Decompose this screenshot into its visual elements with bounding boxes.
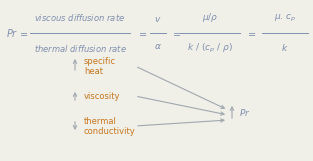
Text: specific: specific — [84, 57, 116, 66]
Text: $\it{k}$: $\it{k}$ — [281, 42, 289, 53]
Text: $\it{\mu.\,c_p}$: $\it{\mu.\,c_p}$ — [274, 13, 296, 24]
Text: $\it{v}$: $\it{v}$ — [154, 15, 162, 24]
Text: $=$: $=$ — [137, 28, 148, 38]
Text: $=$: $=$ — [171, 28, 182, 38]
Text: $\it{Pr}$: $\it{Pr}$ — [6, 27, 18, 39]
Text: $=$: $=$ — [18, 28, 29, 38]
Text: $\it{\mu/\rho}$: $\it{\mu/\rho}$ — [202, 11, 218, 24]
Text: $\it{\alpha}$: $\it{\alpha}$ — [154, 42, 162, 51]
Text: heat: heat — [84, 66, 103, 76]
Text: thermal: thermal — [84, 117, 117, 126]
Text: $\it{Pr}$: $\it{Pr}$ — [239, 106, 251, 118]
Text: $\it{k\ /\ (c_p\ /\ \rho)}$: $\it{k\ /\ (c_p\ /\ \rho)}$ — [187, 42, 233, 55]
Text: viscosity: viscosity — [84, 91, 121, 100]
Text: conductivity: conductivity — [84, 127, 136, 136]
Text: $\it{thermal\ diffusion\ rate}$: $\it{thermal\ diffusion\ rate}$ — [33, 43, 126, 54]
Text: $\it{viscous\ diffusion\ rate}$: $\it{viscous\ diffusion\ rate}$ — [34, 12, 126, 23]
Text: $=$: $=$ — [246, 28, 257, 38]
